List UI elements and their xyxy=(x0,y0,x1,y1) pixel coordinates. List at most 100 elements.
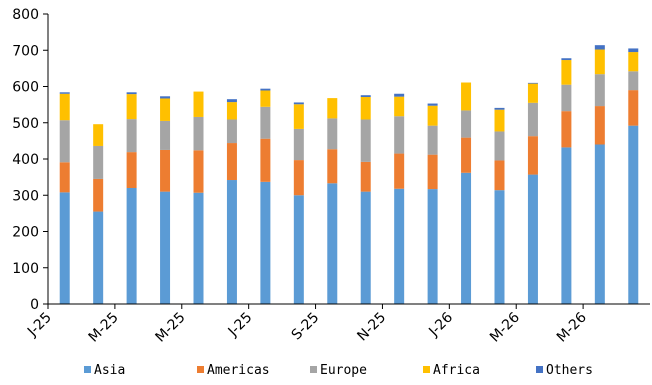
bar-segment-africa xyxy=(327,98,338,119)
bar-segment-europe xyxy=(461,110,472,138)
bar-segment-americas xyxy=(126,152,137,188)
legend-swatch-americas xyxy=(197,366,204,373)
bar-segment-asia xyxy=(527,174,538,304)
bar-segment-europe xyxy=(628,71,639,91)
y-tick-label: 200 xyxy=(12,225,39,241)
legend-swatch-europe xyxy=(310,366,317,373)
bar-segment-europe xyxy=(93,145,104,179)
bar-segment-others xyxy=(494,107,505,110)
bar-segment-others xyxy=(160,96,171,99)
x-tick-label: J-25 xyxy=(24,310,55,341)
bar-segment-others xyxy=(561,58,572,61)
legend-label-africa: Africa xyxy=(433,363,480,378)
bar-segment-europe xyxy=(594,74,605,107)
x-tick-label: J-25 xyxy=(225,310,256,341)
bar-segment-others xyxy=(126,92,137,95)
bar-segment-asia xyxy=(226,180,237,304)
bar-segment-asia xyxy=(126,188,137,304)
bar-segment-africa xyxy=(494,109,505,132)
x-tick-label: M-25 xyxy=(153,310,189,346)
bar-segment-asia xyxy=(427,189,438,304)
bar-segment-americas xyxy=(226,143,237,181)
bar-segment-europe xyxy=(561,84,572,112)
bar-segment-europe xyxy=(260,106,271,139)
y-axis: 0 100 200 300 400 500 600 700 800 xyxy=(12,7,49,313)
x-tick-label: M-25 xyxy=(86,310,122,346)
bar-segment-europe xyxy=(360,119,371,162)
bar-segment-europe xyxy=(527,102,538,137)
bar-segment-americas xyxy=(193,150,204,193)
bar-segment-europe xyxy=(193,116,204,151)
bar-segment-others xyxy=(594,45,605,50)
bar-segment-africa xyxy=(427,105,438,126)
y-tick-label: 700 xyxy=(12,43,39,59)
bar-segment-others xyxy=(59,92,70,94)
bar-segment-africa xyxy=(628,52,639,72)
legend-label-europe: Europe xyxy=(320,363,367,378)
y-tick-label: 400 xyxy=(12,152,39,168)
bar-segment-americas xyxy=(427,154,438,190)
bar-segment-africa xyxy=(360,97,371,120)
x-tick-label: M-26 xyxy=(554,309,590,345)
bar-segment-europe xyxy=(494,131,505,161)
bar-segment-europe xyxy=(394,116,405,154)
bar-segment-americas xyxy=(360,161,371,192)
bar-segment-asia xyxy=(594,144,605,304)
bar-segment-africa xyxy=(59,93,70,121)
bar-segment-others xyxy=(628,48,639,53)
bar-segment-africa xyxy=(260,90,271,107)
bar-segment-asia xyxy=(394,188,405,304)
bar-segment-europe xyxy=(160,120,171,150)
bar-segment-europe xyxy=(59,120,70,163)
bar-segment-africa xyxy=(461,82,472,111)
bar-segment-europe xyxy=(427,125,438,155)
bar-segment-americas xyxy=(461,137,472,173)
bar-segment-others xyxy=(260,88,271,91)
y-tick-label: 600 xyxy=(12,80,39,96)
x-tick-label: S-25 xyxy=(289,310,323,344)
bar-segment-americas xyxy=(561,111,572,148)
y-tick-label: 800 xyxy=(12,7,39,23)
bar-segment-asia xyxy=(293,195,304,304)
bar-segment-africa xyxy=(561,60,572,85)
legend-label-others: Others xyxy=(546,363,593,378)
bar-segment-africa xyxy=(527,83,538,103)
y-tick-label: 0 xyxy=(30,297,39,313)
bar-segment-europe xyxy=(126,119,137,153)
y-tick-label: 300 xyxy=(12,188,39,204)
bar-segment-africa xyxy=(394,96,405,117)
x-axis: J-25 M-25 M-25 J-25 S-25 N-25 J-26 M-26 M-26 xyxy=(24,303,650,346)
bar-segment-others xyxy=(226,99,237,103)
legend-label-asia: Asia xyxy=(94,363,125,378)
bar-segment-americas xyxy=(93,178,104,212)
bar-segment-americas xyxy=(594,106,605,145)
legend-swatch-others xyxy=(536,366,543,373)
bar-segment-americas xyxy=(260,138,271,182)
bar-segment-americas xyxy=(628,90,639,126)
bar-segment-americas xyxy=(59,162,70,193)
y-tick-label: 100 xyxy=(12,261,39,277)
bar-segment-others xyxy=(293,102,304,105)
bar-segment-africa xyxy=(226,102,237,120)
x-tick-label: N-25 xyxy=(354,310,389,345)
bar-segment-asia xyxy=(59,192,70,304)
bar-segment-europe xyxy=(293,128,304,161)
bar-segment-americas xyxy=(327,149,338,184)
bar-segment-asia xyxy=(461,172,472,304)
bar-segment-asia xyxy=(628,125,639,305)
bar-segment-africa xyxy=(126,94,137,120)
bar-segment-asia xyxy=(360,191,371,304)
bar-segment-americas xyxy=(160,149,171,192)
bar-segment-others xyxy=(394,93,405,97)
bar-segment-asia xyxy=(93,211,104,304)
bars xyxy=(59,45,639,305)
bar-segment-americas xyxy=(293,160,304,196)
y-tick-label: 500 xyxy=(12,116,39,132)
legend-swatch-africa xyxy=(423,366,430,373)
bar-segment-asia xyxy=(561,147,572,304)
bar-segment-others xyxy=(360,95,371,98)
bar-segment-others xyxy=(427,103,438,106)
legend-swatch-asia xyxy=(84,366,91,373)
legend-label-americas: Americas xyxy=(207,363,270,378)
